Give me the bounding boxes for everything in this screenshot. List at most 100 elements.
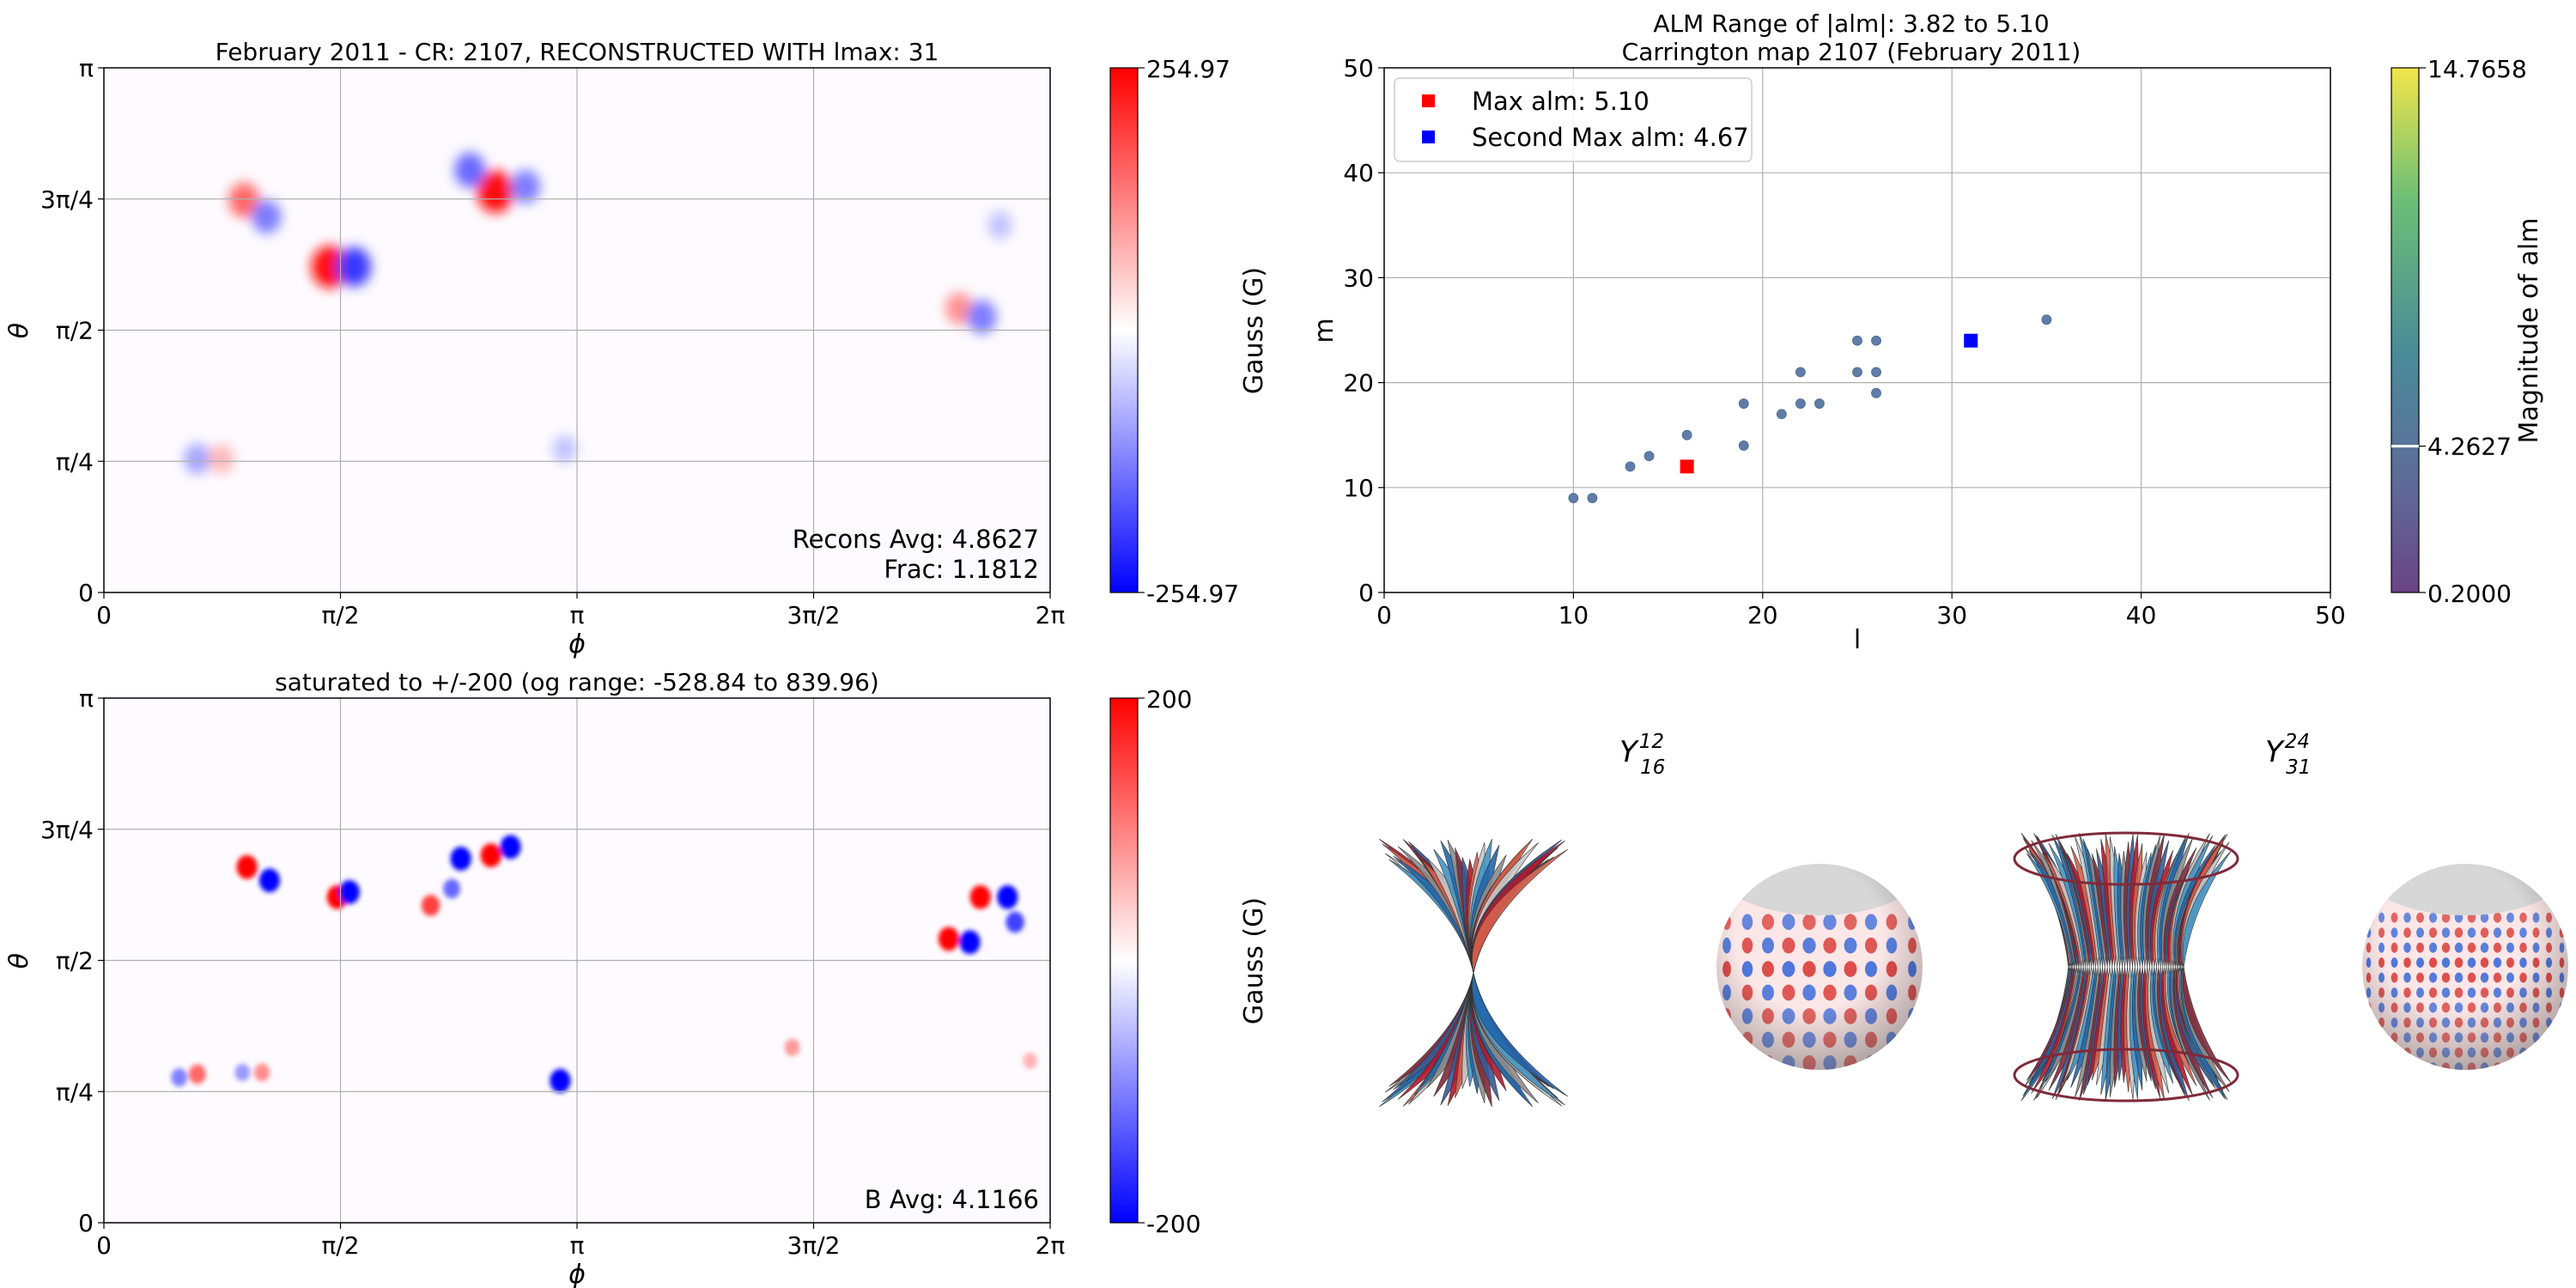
harmonic-lobe bbox=[2532, 1047, 2540, 1058]
harmonic-a-sphere bbox=[1716, 864, 1923, 1070]
panel-b-xlabel: ϕ bbox=[568, 1260, 586, 1288]
x-tick-label: 10 bbox=[1558, 601, 1589, 629]
field-feature bbox=[967, 300, 997, 334]
panel-a-annotation-frac: Frac: 1.1812 bbox=[884, 555, 1039, 584]
field-feature bbox=[258, 868, 281, 893]
harmonic-lobe bbox=[2559, 1017, 2565, 1028]
x-tick-label: 3π/2 bbox=[787, 601, 841, 629]
harmonic-lobe bbox=[1886, 1054, 1898, 1070]
field-feature bbox=[987, 210, 1012, 240]
field-feature bbox=[938, 927, 960, 951]
harmonic-a-label: Y12 16 bbox=[1619, 731, 1665, 779]
field-feature bbox=[550, 1068, 571, 1093]
x-tick-label: 0 bbox=[1376, 601, 1392, 629]
x-tick-label: π/2 bbox=[321, 601, 359, 629]
alm-point bbox=[1738, 440, 1749, 451]
panel-spherical-harmonics: Y12 16 Y24 31 bbox=[1378, 731, 2568, 1108]
y-tick-label: 0 bbox=[1358, 579, 1374, 607]
field-feature bbox=[510, 169, 541, 204]
field-feature bbox=[234, 1063, 251, 1082]
panel-b-features bbox=[171, 835, 1037, 1093]
alm-point bbox=[1681, 429, 1692, 440]
max-alm-point bbox=[1680, 459, 1694, 474]
y-tick-label: π bbox=[79, 54, 94, 82]
alm-point bbox=[1643, 451, 1655, 462]
harmonic-lobe bbox=[2366, 1062, 2372, 1070]
field-feature bbox=[1023, 1052, 1037, 1069]
alm-point bbox=[1795, 367, 1806, 378]
alm-point bbox=[1871, 387, 1881, 398]
alm-point bbox=[1871, 335, 1881, 346]
harmonic-a-3d-surface bbox=[1378, 838, 1569, 1108]
panel-c-title: ALM Range of |alm|: 3.82 to 5.10 bbox=[1653, 9, 2049, 38]
panel-a-colorbar-label: Gauss (G) bbox=[1239, 267, 1269, 394]
y-tick-label: π bbox=[79, 684, 94, 713]
harmonic-lobe bbox=[2391, 1047, 2398, 1058]
panel-c-subtitle: Carrington map 2107 (February 2011) bbox=[1622, 38, 2081, 66]
y-tick-label: π/4 bbox=[56, 447, 94, 476]
panel-a-ticks: 0 π/2 π 3π/2 2π 0 π/4 π/2 3π/4 π bbox=[40, 54, 1065, 629]
field-feature bbox=[443, 878, 461, 899]
field-feature bbox=[454, 152, 486, 188]
y-tick-label: 3π/4 bbox=[40, 816, 94, 844]
alm-point bbox=[2041, 314, 2052, 325]
harmonic-lobe bbox=[2519, 1062, 2527, 1070]
legend-marker-max bbox=[1422, 94, 1435, 107]
panel-a-annotation-avg: Recons Avg: 4.8627 bbox=[793, 525, 1039, 554]
panel-saturated-map: saturated to +/-200 (og range: -528.84 t… bbox=[4, 668, 1269, 1288]
x-tick-label: 40 bbox=[2126, 601, 2157, 629]
harmonic-b-sphere bbox=[2362, 864, 2568, 1070]
harmonic-b-label: Y24 31 bbox=[2265, 731, 2311, 779]
field-feature bbox=[1005, 911, 1024, 933]
alm-point bbox=[1852, 367, 1862, 378]
y-tick-label: 0 bbox=[78, 1209, 94, 1237]
panel-a-title: February 2011 - CR: 2107, RECONSTRUCTED … bbox=[216, 38, 939, 66]
y-tick-label: 3π/4 bbox=[40, 185, 94, 214]
x-tick-label: 20 bbox=[1747, 601, 1778, 629]
panel-b-colorbar-label: Gauss (G) bbox=[1239, 897, 1269, 1024]
harmonic-lobe bbox=[2532, 1062, 2540, 1070]
y-tick-label: π/4 bbox=[56, 1078, 94, 1106]
field-feature bbox=[171, 1068, 188, 1087]
x-tick-label: 2π bbox=[1036, 1231, 1066, 1260]
alm-point bbox=[1795, 398, 1806, 409]
x-tick-label: 50 bbox=[2315, 601, 2346, 629]
y-tick-label: 0 bbox=[78, 579, 94, 607]
x-tick-label: π bbox=[570, 1231, 585, 1260]
panel-c-colorbar-marker-label: 4.2627 bbox=[2427, 433, 2512, 461]
panel-a-grid bbox=[104, 68, 1050, 592]
panel-c-colorbar-label: Magnitude of alm bbox=[2514, 218, 2544, 444]
harmonic-lobe bbox=[2559, 1047, 2565, 1058]
harmonic-lobe bbox=[1722, 1031, 1731, 1048]
alm-point bbox=[1776, 409, 1787, 420]
panel-alm-scatter: ALM Range of |alm|: 3.82 to 5.10 Carring… bbox=[1309, 9, 2544, 655]
panel-b-colorbar-max: 200 bbox=[1146, 685, 1192, 714]
panel-c-ylabel: m bbox=[1309, 318, 1340, 343]
alm-point bbox=[1852, 335, 1862, 346]
panel-c-colorbar-min: 0.2000 bbox=[2427, 580, 2512, 608]
alm-point bbox=[1738, 398, 1749, 409]
x-tick-label: 0 bbox=[96, 1231, 112, 1260]
harmonic-lobe bbox=[2506, 1062, 2514, 1070]
harmonic-lobe bbox=[2366, 912, 2372, 923]
harmonic-lobe bbox=[2366, 1047, 2372, 1058]
field-feature bbox=[421, 895, 440, 916]
legend-marker-second bbox=[1422, 131, 1435, 143]
panel-a-ylabel: θ bbox=[4, 323, 34, 338]
panel-c-points bbox=[1568, 314, 2052, 503]
harmonic-lobe bbox=[1722, 1054, 1731, 1070]
field-feature bbox=[337, 246, 371, 287]
field-feature bbox=[969, 884, 991, 909]
field-feature bbox=[784, 1038, 800, 1056]
second-max-alm-point bbox=[1964, 333, 1978, 348]
y-tick-label: 10 bbox=[1343, 474, 1374, 502]
field-feature bbox=[311, 246, 349, 289]
harmonic-lobe bbox=[2391, 1062, 2398, 1070]
harmonic-lobe bbox=[2416, 1062, 2424, 1070]
y-tick-label: 50 bbox=[1343, 54, 1374, 82]
alm-point bbox=[1568, 493, 1579, 503]
field-feature bbox=[209, 444, 234, 474]
panel-b-ylabel: θ bbox=[4, 953, 34, 969]
harmonic-lobe bbox=[1741, 1054, 1753, 1070]
